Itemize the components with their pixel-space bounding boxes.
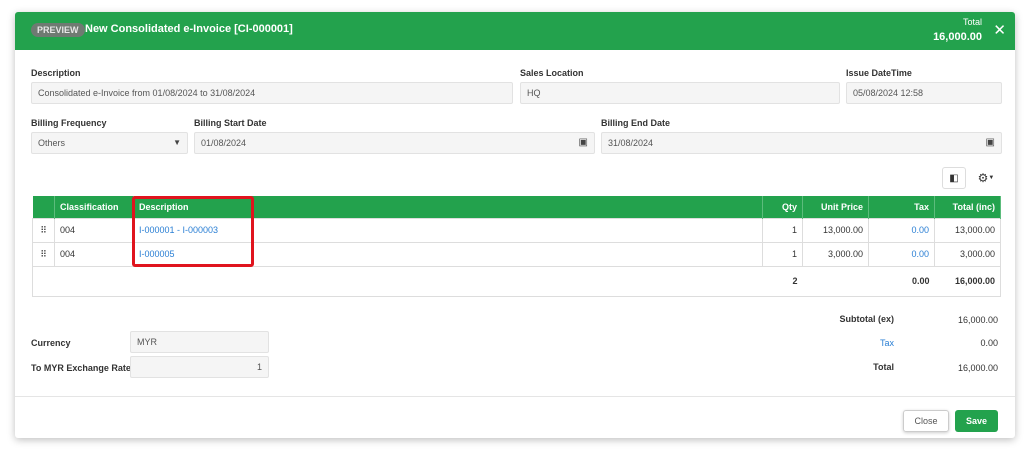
cell-tax-link[interactable]: 0.00 [868,217,935,243]
col-tax: Tax [868,196,935,218]
footer-total: 16,000.00 [934,265,1001,297]
billing-end-label: Billing End Date [601,118,671,128]
cell-total: 13,000.00 [934,217,1001,243]
save-button[interactable]: Save [955,410,998,432]
total-summary-label: Total [873,362,894,372]
table-header: Classification Description Qty Unit Pric… [32,196,1001,218]
highlight-box [132,196,254,267]
tax-link[interactable]: Tax [879,338,894,348]
sales-location-label: Sales Location [520,68,584,78]
issue-datetime-label: Issue DateTime [846,68,912,78]
billing-frequency-select[interactable]: Others ▼ [31,132,188,154]
cell-total: 3,000.00 [934,241,1001,267]
footer-tax: 0.00 [868,265,935,297]
cell-qty: 1 [762,217,803,243]
settings-dropdown[interactable]: ⚙ ▼ [972,167,1000,189]
col-total: Total (inc) [934,196,1001,218]
modal-header: PREVIEW New Consolidated e-Invoice [CI-0… [15,12,1015,50]
col-classification: Classification [54,196,134,218]
drag-handle-icon[interactable]: ⠿ [32,241,55,267]
modal-title: New Consolidated e-Invoice [CI-000001] [85,23,293,35]
footer-divider [15,396,1015,397]
col-qty: Qty [762,196,803,218]
exchange-rate-label: To MYR Exchange Rate [31,363,131,373]
billing-start-label: Billing Start Date [194,118,267,128]
line-items-table: Classification Description Qty Unit Pric… [32,196,1001,297]
col-description: Description [133,196,763,218]
total-value: 16,000.00 [933,31,982,43]
subtotal-label: Subtotal (ex) [839,314,894,324]
cell-unit-price: 3,000.00 [802,241,869,267]
table-footer: 2 0.00 16,000.00 [32,265,1001,297]
invoice-modal: PREVIEW New Consolidated e-Invoice [CI-0… [15,12,1015,438]
description-input[interactable]: Consolidated e-Invoice from 01/08/2024 t… [31,82,513,104]
column-layout-button[interactable]: ◧ [942,167,966,189]
preview-badge: PREVIEW [31,23,85,37]
cell-qty: 1 [762,241,803,267]
close-button[interactable]: Close [903,410,949,432]
billing-end-input[interactable]: 31/08/2024 ▣ [601,132,1002,154]
close-icon[interactable]: ✕ [993,22,1006,39]
issue-datetime-input[interactable]: 05/08/2024 12:58 [846,82,1002,104]
subtotal-value: 16,000.00 [957,315,998,325]
description-label: Description [31,68,81,78]
col-unit-price: Unit Price [802,196,869,218]
cell-tax-link[interactable]: 0.00 [868,241,935,267]
billing-start-input[interactable]: 01/08/2024 ▣ [194,132,595,154]
cell-unit-price: 13,000.00 [802,217,869,243]
gear-icon: ⚙ [977,171,989,185]
sales-location-input[interactable]: HQ [520,82,840,104]
billing-frequency-label: Billing Frequency [31,118,107,128]
caret-icon: ▼ [988,175,995,181]
tax-value: 0.00 [980,338,998,348]
calendar-icon[interactable]: ▣ [985,137,995,148]
exchange-rate-input[interactable]: 1 [130,356,269,378]
cell-description-link[interactable]: I-000005 [133,241,763,267]
currency-input[interactable]: MYR [130,331,269,353]
billing-start-value: 01/08/2024 [201,138,247,148]
footer-qty: 2 [32,265,803,297]
columns-icon: ◧ [949,172,959,184]
cell-classification: 004 [54,217,134,243]
billing-frequency-value: Others [38,138,66,148]
cell-classification: 004 [54,241,134,267]
billing-end-value: 31/08/2024 [608,138,654,148]
currency-label: Currency [31,338,71,348]
total-summary-value: 16,000.00 [957,363,998,373]
drag-handle-icon[interactable]: ⠿ [32,217,55,243]
calendar-icon[interactable]: ▣ [578,137,588,148]
table-row: ⠿ 004 I-000005 1 3,000.00 0.00 3,000.00 [32,241,1001,267]
chevron-down-icon: ▼ [173,138,181,147]
total-label: Total [962,17,982,27]
